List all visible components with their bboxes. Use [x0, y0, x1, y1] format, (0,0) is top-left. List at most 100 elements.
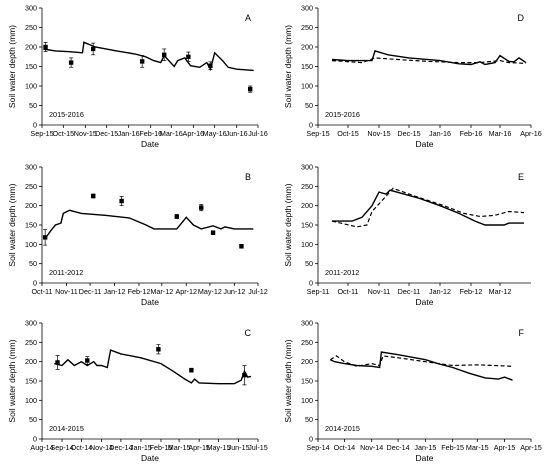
x-tick-label: Mar-16 [160, 129, 183, 138]
x-tick-label: Oct-15 [53, 129, 75, 138]
x-tick-label: Nov-11 [55, 287, 78, 296]
x-tick-label: Jan-16 [118, 129, 140, 138]
period-label: 2011-2012 [325, 268, 359, 277]
x-tick-label: Sep-15 [306, 129, 329, 138]
x-tick-label: Jun-16 [226, 129, 248, 138]
y-tick-label: 50 [29, 415, 37, 424]
observed-point [162, 52, 167, 57]
x-tick-label: Jan-16 [429, 129, 451, 138]
y-axis-title: Soil water depth (mm) [7, 339, 17, 422]
x-tick-label: Jan-15 [130, 443, 152, 452]
x-tick-label: Feb-16 [139, 129, 162, 138]
y-tick-label: 50 [305, 101, 313, 110]
x-tick-label: Jun-15 [228, 443, 250, 452]
y-axis-title: Soil water depth (mm) [283, 339, 293, 422]
panel-D: 0 50 100 150 200 250 300 Sep-15 Oct-15 Nov-15 Dec-… [283, 4, 542, 150]
x-axis-title: Date [141, 453, 159, 463]
x-tick-label: Nov-14 [360, 443, 383, 452]
x-tick-label: Apr-15 [188, 443, 210, 452]
y-tick-label: 300 [25, 4, 37, 13]
panel-letter: B [245, 172, 251, 182]
y-tick-label: 50 [305, 259, 313, 268]
x-tick-label: Aug-14 [30, 443, 53, 452]
x-tick-label: Jan-12 [104, 287, 126, 296]
observed-point [210, 230, 216, 235]
x-tick-label: Dec-11 [398, 287, 421, 296]
x-tick-label: Sep-14 [306, 443, 329, 452]
y-axis-title: Soil water depth (mm) [283, 25, 293, 108]
x-tick-label: Apr-16 [520, 129, 542, 138]
x-tick-label: Dec-11 [79, 287, 102, 296]
observed-point [90, 46, 96, 52]
y-tick-label: 100 [25, 82, 37, 91]
y-tick-label: 150 [301, 62, 313, 71]
x-tick-label: Jan-15 [414, 443, 436, 452]
panel-E: 0 50 100 150 200 250 300 Sep-11 Oct-11 Nov-11 Dec-… [283, 163, 531, 307]
y-tick-label: 50 [29, 101, 37, 110]
series-line-solid [332, 189, 524, 226]
x-tick-label: Feb-12 [128, 287, 151, 296]
observed-point [85, 358, 90, 363]
x-tick-label: Jun-12 [223, 287, 245, 296]
x-tick-label: Oct-11 [337, 287, 358, 296]
y-tick-label: 250 [301, 23, 313, 32]
period-label: 2015-2016 [49, 110, 84, 119]
y-tick-label: 200 [25, 357, 37, 366]
observed-point [239, 244, 244, 249]
x-tick-label: Mar-15 [466, 443, 489, 452]
x-axis-title: Date [416, 453, 434, 463]
observed-point [189, 367, 194, 373]
panel-letter: E [518, 172, 524, 182]
x-tick-label: Apr-12 [175, 287, 197, 296]
x-tick-label: Apr-15 [520, 443, 542, 452]
series-line-solid [43, 41, 254, 72]
x-tick-label: Nov-15 [367, 129, 390, 138]
x-tick-label: Feb-16 [460, 129, 483, 138]
y-tick-label: 300 [301, 4, 313, 13]
y-tick-label: 0 [33, 279, 37, 288]
y-axis-title: Soil water depth (mm) [7, 25, 17, 108]
x-tick-label: Nov-14 [90, 443, 113, 452]
y-tick-label: 150 [301, 377, 313, 386]
y-tick-label: 250 [301, 338, 313, 347]
observed-point [186, 54, 191, 59]
period-label: 2014-2015 [325, 424, 360, 433]
series-line-dashed [331, 187, 525, 228]
y-tick-label: 100 [301, 240, 313, 249]
y-tick-label: 300 [25, 163, 37, 172]
x-tick-label: Sep-15 [30, 129, 53, 138]
panel-letter: D [518, 13, 525, 23]
observed-point [119, 198, 124, 204]
panel-F: 0 50 100 150 200 250 300 Sep-14 Oct-14 Nov-14 Dec-… [283, 319, 542, 464]
x-tick-label: Feb-15 [441, 443, 464, 452]
y-tick-label: 150 [25, 221, 37, 230]
series-line-solid [44, 209, 254, 239]
x-tick-label: Oct-14 [334, 443, 356, 452]
period-label: 2015-2016 [325, 110, 360, 119]
x-tick-label: Mar-16 [489, 129, 512, 138]
x-tick-label: Mar-12 [150, 287, 173, 296]
x-tick-label: Jan-12 [429, 287, 451, 296]
x-tick-label: Nov-11 [368, 287, 391, 296]
x-tick-label: Dec-14 [109, 443, 132, 452]
x-tick-label: Sep-11 [307, 287, 330, 296]
x-axis-title: Date [141, 297, 159, 307]
y-tick-label: 0 [309, 435, 313, 444]
y-tick-label: 50 [305, 415, 313, 424]
x-tick-label: Jul-15 [248, 443, 268, 452]
x-tick-label: Jul-16 [248, 129, 268, 138]
panel-letter: A [245, 13, 251, 23]
y-tick-label: 0 [309, 279, 313, 288]
series-line-dashed [329, 355, 513, 367]
observed-point [43, 44, 48, 50]
y-tick-label: 0 [33, 435, 37, 444]
x-tick-label: Feb-15 [150, 443, 173, 452]
y-tick-label: 150 [301, 221, 313, 230]
y-tick-label: 0 [33, 121, 37, 130]
y-tick-label: 200 [25, 201, 37, 210]
y-axis-title: Soil water depth (mm) [283, 183, 293, 266]
y-tick-label: 150 [25, 377, 37, 386]
y-tick-label: 200 [301, 43, 313, 52]
